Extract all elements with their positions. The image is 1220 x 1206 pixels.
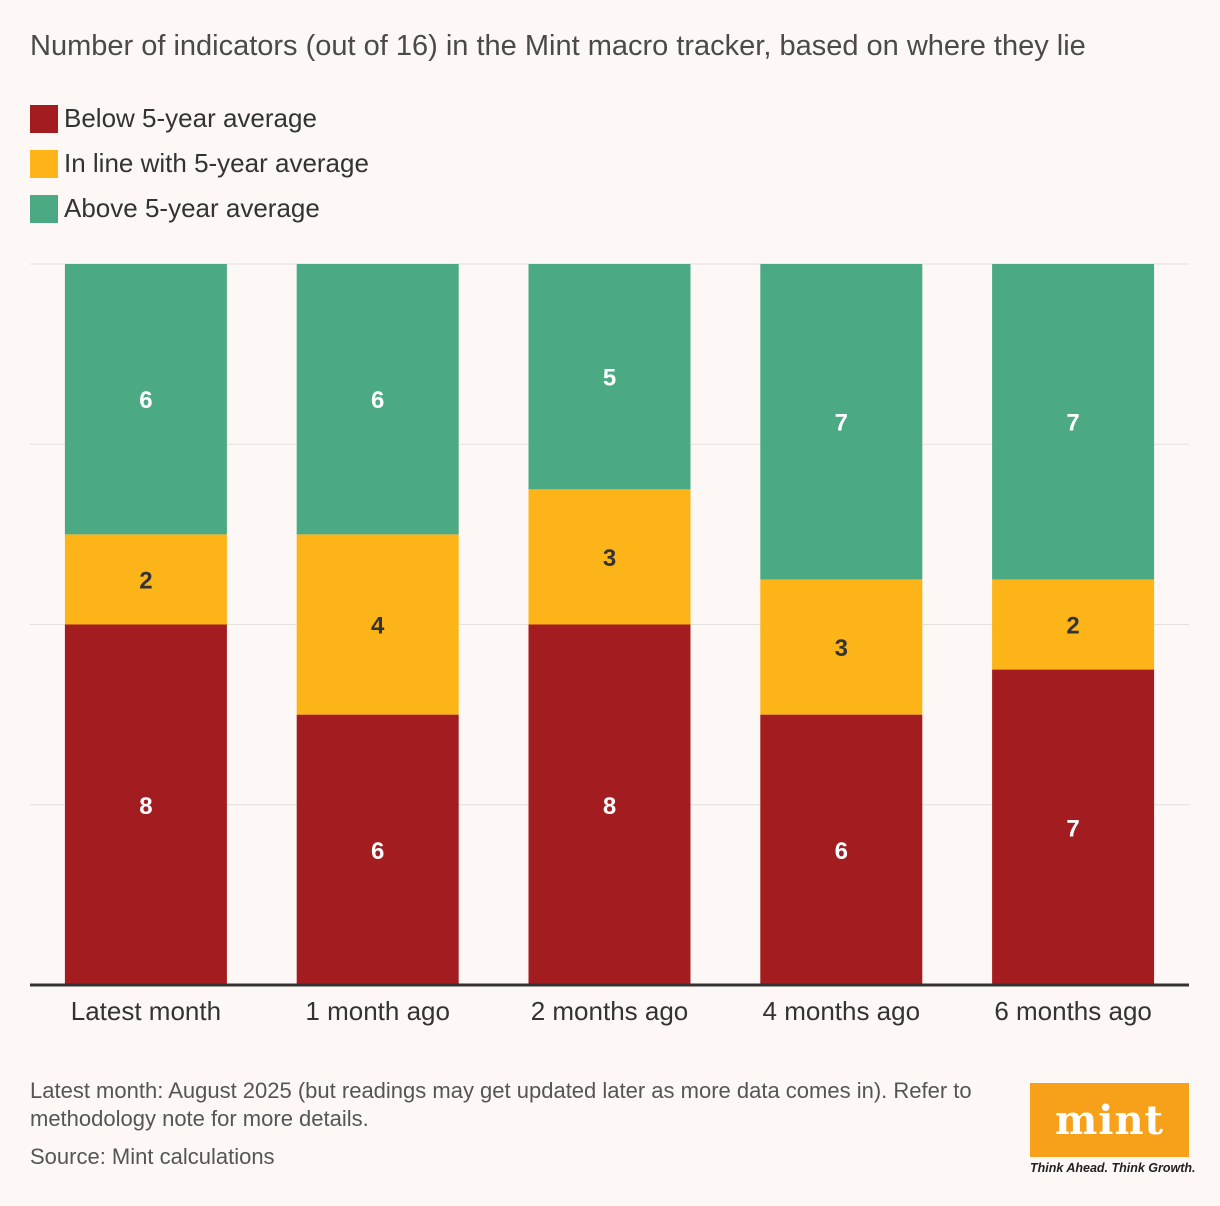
bar-segment	[760, 264, 923, 580]
bar-segment	[760, 579, 923, 715]
legend-item-inline: In line with 5-year average	[30, 141, 369, 186]
bar-data-label: 8	[139, 793, 152, 820]
bar-segment	[296, 714, 459, 985]
mint-logo: mint	[1030, 1083, 1189, 1157]
bar-data-label: 3	[603, 545, 616, 572]
bar-data-label: 7	[1066, 410, 1079, 437]
bar-data-label: 6	[139, 387, 152, 414]
legend-label-above: Above 5-year average	[64, 193, 320, 223]
legend-swatch-inline	[30, 149, 58, 178]
bar-segment	[296, 534, 459, 715]
bar-data-label: 7	[835, 410, 848, 437]
legend-label-inline: In line with 5-year average	[64, 148, 369, 178]
bar-segment	[992, 579, 1155, 670]
bar-data-label: 6	[371, 838, 384, 865]
bar-segment	[992, 264, 1155, 580]
legend-item-below: Below 5-year average	[30, 96, 369, 141]
bar-data-label: 8	[603, 793, 616, 820]
bar-segment	[296, 264, 459, 535]
bar-segment	[528, 624, 691, 985]
x-tick-label: 2 months ago	[531, 996, 689, 1026]
bar-segment	[760, 714, 923, 985]
bar-segment	[992, 669, 1155, 985]
x-tick-label: 6 months ago	[994, 996, 1152, 1026]
bar-segment	[528, 264, 691, 490]
legend-swatch-below	[30, 104, 58, 133]
source-note: Source: Mint calculations	[30, 1144, 275, 1169]
mint-tagline: Think Ahead. Think Growth.	[1030, 1161, 1196, 1175]
legend-swatch-above	[30, 194, 58, 223]
bar-data-label: 6	[835, 838, 848, 865]
stacked-bar-chart: 8 2 6 Latest month 6 4 6 1 month ago 8 3 5 2 months…	[30, 263, 1189, 1026]
bar-segment	[64, 264, 227, 535]
bar-data-label: 4	[371, 613, 385, 640]
bar-data-label: 3	[835, 635, 848, 662]
bar-segment	[528, 489, 691, 625]
bar-segment	[64, 624, 227, 985]
chart-title: Number of indicators (out of 16) in the …	[30, 30, 1086, 62]
x-tick-label: 1 month ago	[305, 996, 450, 1026]
bar-segment	[64, 534, 227, 625]
bar-data-label: 7	[1066, 815, 1079, 842]
bar-data-label: 2	[139, 567, 152, 594]
legend-label-below: Below 5-year average	[64, 103, 317, 133]
x-tick-label: 4 months ago	[763, 996, 921, 1026]
bar-data-label: 2	[1066, 613, 1079, 640]
bar-data-label: 6	[371, 387, 384, 414]
x-tick-label: Latest month	[71, 996, 221, 1026]
footnote: Latest month: August 2025 (but readings …	[30, 1078, 972, 1131]
bar-data-label: 5	[603, 365, 616, 392]
legend-item-above: Above 5-year average	[30, 186, 369, 231]
legend: Below 5-year average In line with 5-year…	[30, 96, 369, 231]
mint-logo-text: mint	[1054, 1096, 1165, 1144]
